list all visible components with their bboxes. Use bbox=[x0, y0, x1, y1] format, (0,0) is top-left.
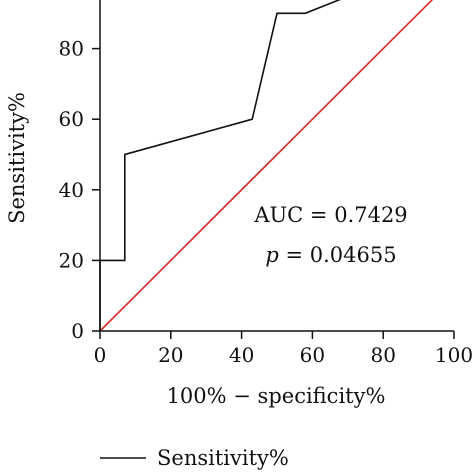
p-value-annotation: p = 0.04655 bbox=[265, 243, 396, 267]
x-tick-label: 40 bbox=[229, 343, 254, 367]
sensitivity-line bbox=[99, 0, 341, 331]
legend-label: Sensitivity% bbox=[157, 446, 289, 470]
x-tick-label: 80 bbox=[370, 343, 395, 367]
legend: Sensitivity% bbox=[100, 446, 289, 470]
x-tick-label: 20 bbox=[158, 343, 183, 367]
reference-diagonal-line bbox=[99, 0, 434, 332]
axes bbox=[99, 0, 454, 332]
ticks: 0 20 40 60 80 0 20 40 60 80 100 bbox=[59, 37, 474, 367]
y-tick-label: 60 bbox=[59, 107, 84, 131]
x-tick-label: 100 bbox=[435, 343, 473, 367]
x-tick-label: 60 bbox=[300, 343, 325, 367]
x-tick-label: 0 bbox=[94, 343, 107, 367]
y-tick-label: 0 bbox=[71, 319, 84, 343]
p-value: = 0.04655 bbox=[279, 243, 397, 267]
x-axis-title: 100% − specificity% bbox=[167, 384, 386, 408]
y-tick-label: 20 bbox=[59, 248, 84, 272]
y-axis-title: Sensitivity% bbox=[5, 92, 29, 224]
y-tick-label: 40 bbox=[59, 178, 84, 202]
y-tick-label: 80 bbox=[59, 37, 84, 61]
p-symbol: p bbox=[265, 243, 278, 267]
plot-lines bbox=[99, 0, 434, 332]
auc-annotation: AUC = 0.7429 bbox=[253, 203, 407, 227]
